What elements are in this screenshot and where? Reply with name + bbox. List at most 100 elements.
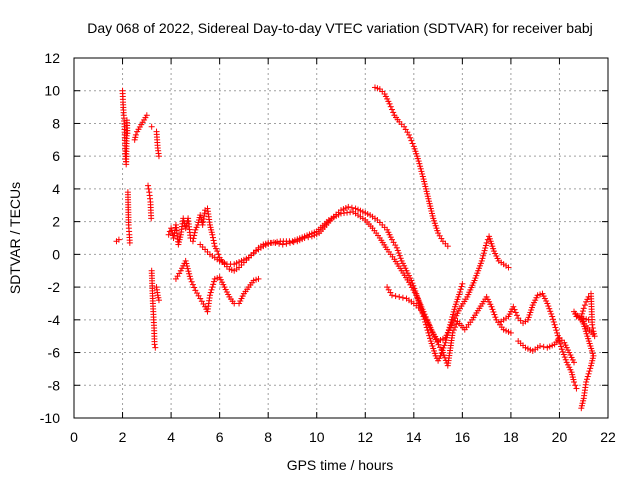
data-point — [395, 250, 402, 257]
data-point — [422, 314, 429, 321]
data-point — [152, 344, 159, 351]
data-point — [132, 131, 139, 138]
data-point — [396, 293, 403, 300]
data-point — [585, 370, 592, 377]
data-point — [417, 165, 424, 172]
data-point — [427, 335, 433, 342]
data-point — [492, 314, 499, 321]
data-point — [182, 257, 189, 264]
data-point — [437, 352, 444, 359]
data-point — [390, 109, 397, 116]
y-tick-label: 0 — [52, 246, 60, 262]
data-point — [388, 292, 395, 299]
data-point — [411, 289, 418, 296]
y-tick-label: -4 — [48, 312, 61, 328]
data-point — [589, 321, 596, 328]
y-tick-label: 4 — [52, 181, 60, 197]
data-point — [191, 229, 198, 236]
data-point — [540, 343, 547, 350]
data-point — [209, 284, 216, 291]
data-point — [481, 247, 488, 254]
data-point — [274, 238, 281, 245]
data-point — [189, 238, 196, 245]
x-tick-label: 16 — [455, 429, 471, 445]
data-point — [544, 300, 551, 307]
data-point — [145, 182, 152, 189]
axis-ticks: 0 2 4 6 8 10 12 14 16 18 20 22 -10 -8 -6 -4 -2 0 2 4 6 8 10 12 — [40, 50, 616, 445]
data-point — [345, 203, 352, 210]
data-point — [399, 294, 406, 301]
data-point — [512, 309, 519, 316]
data-point — [407, 134, 414, 141]
data-point — [480, 250, 487, 257]
data-point — [482, 245, 489, 252]
data-point — [489, 306, 496, 313]
data-point — [408, 137, 415, 144]
data-point — [185, 268, 192, 275]
data-point — [573, 385, 580, 392]
data-point — [488, 303, 495, 310]
data-point — [405, 131, 412, 138]
x-tick-label: 12 — [357, 429, 373, 445]
data-point — [583, 379, 590, 385]
data-point — [148, 123, 155, 130]
x-tick-label: 6 — [216, 429, 224, 445]
grid — [74, 58, 608, 418]
data-point — [394, 247, 401, 254]
x-tick-label: 18 — [503, 429, 519, 445]
data-point — [583, 376, 590, 383]
data-point — [458, 283, 465, 290]
data-point — [423, 317, 430, 324]
data-point — [188, 278, 195, 285]
data-point — [478, 257, 485, 264]
y-tick-label: 2 — [52, 214, 60, 230]
data-point — [553, 327, 560, 334]
data-point — [581, 302, 588, 309]
data-point — [558, 343, 565, 350]
data-point — [490, 308, 497, 315]
data-point — [165, 231, 172, 238]
data-point — [558, 346, 565, 353]
data-point — [549, 313, 556, 320]
data-point — [546, 305, 553, 312]
data-point — [449, 314, 456, 321]
data-point — [585, 316, 592, 323]
x-axis-label: GPS time / hours — [287, 457, 394, 473]
data-point — [207, 289, 214, 296]
data-point — [387, 103, 394, 110]
x-tick-label: 0 — [70, 429, 78, 445]
data-point — [190, 235, 197, 242]
data-point — [143, 112, 150, 119]
data-point — [206, 292, 213, 299]
data-point — [418, 307, 425, 313]
data-point — [396, 252, 403, 259]
data-point — [572, 382, 579, 389]
data-point — [124, 130, 131, 137]
data-point — [210, 281, 217, 288]
y-tick-label: 6 — [52, 148, 60, 164]
data-point — [393, 244, 400, 251]
data-point — [416, 160, 423, 167]
x-tick-label: 20 — [552, 429, 568, 445]
data-point — [505, 264, 512, 271]
data-point — [561, 354, 568, 361]
y-axis-label: SDTVAR / TECUs — [7, 182, 23, 294]
data-point — [450, 311, 457, 318]
data-point — [421, 312, 428, 319]
data-point — [552, 324, 559, 331]
data-point — [209, 234, 216, 241]
data-point — [417, 163, 424, 170]
y-tick-label: 12 — [44, 50, 60, 66]
data-point — [560, 351, 567, 358]
data-point — [392, 293, 399, 300]
data-point — [415, 158, 422, 165]
data-point — [155, 297, 162, 304]
data-point — [151, 341, 158, 348]
data-point — [482, 242, 489, 249]
data-point — [208, 286, 215, 293]
data-point — [437, 344, 444, 351]
y-tick-label: -2 — [48, 279, 61, 295]
data-point — [210, 237, 217, 244]
